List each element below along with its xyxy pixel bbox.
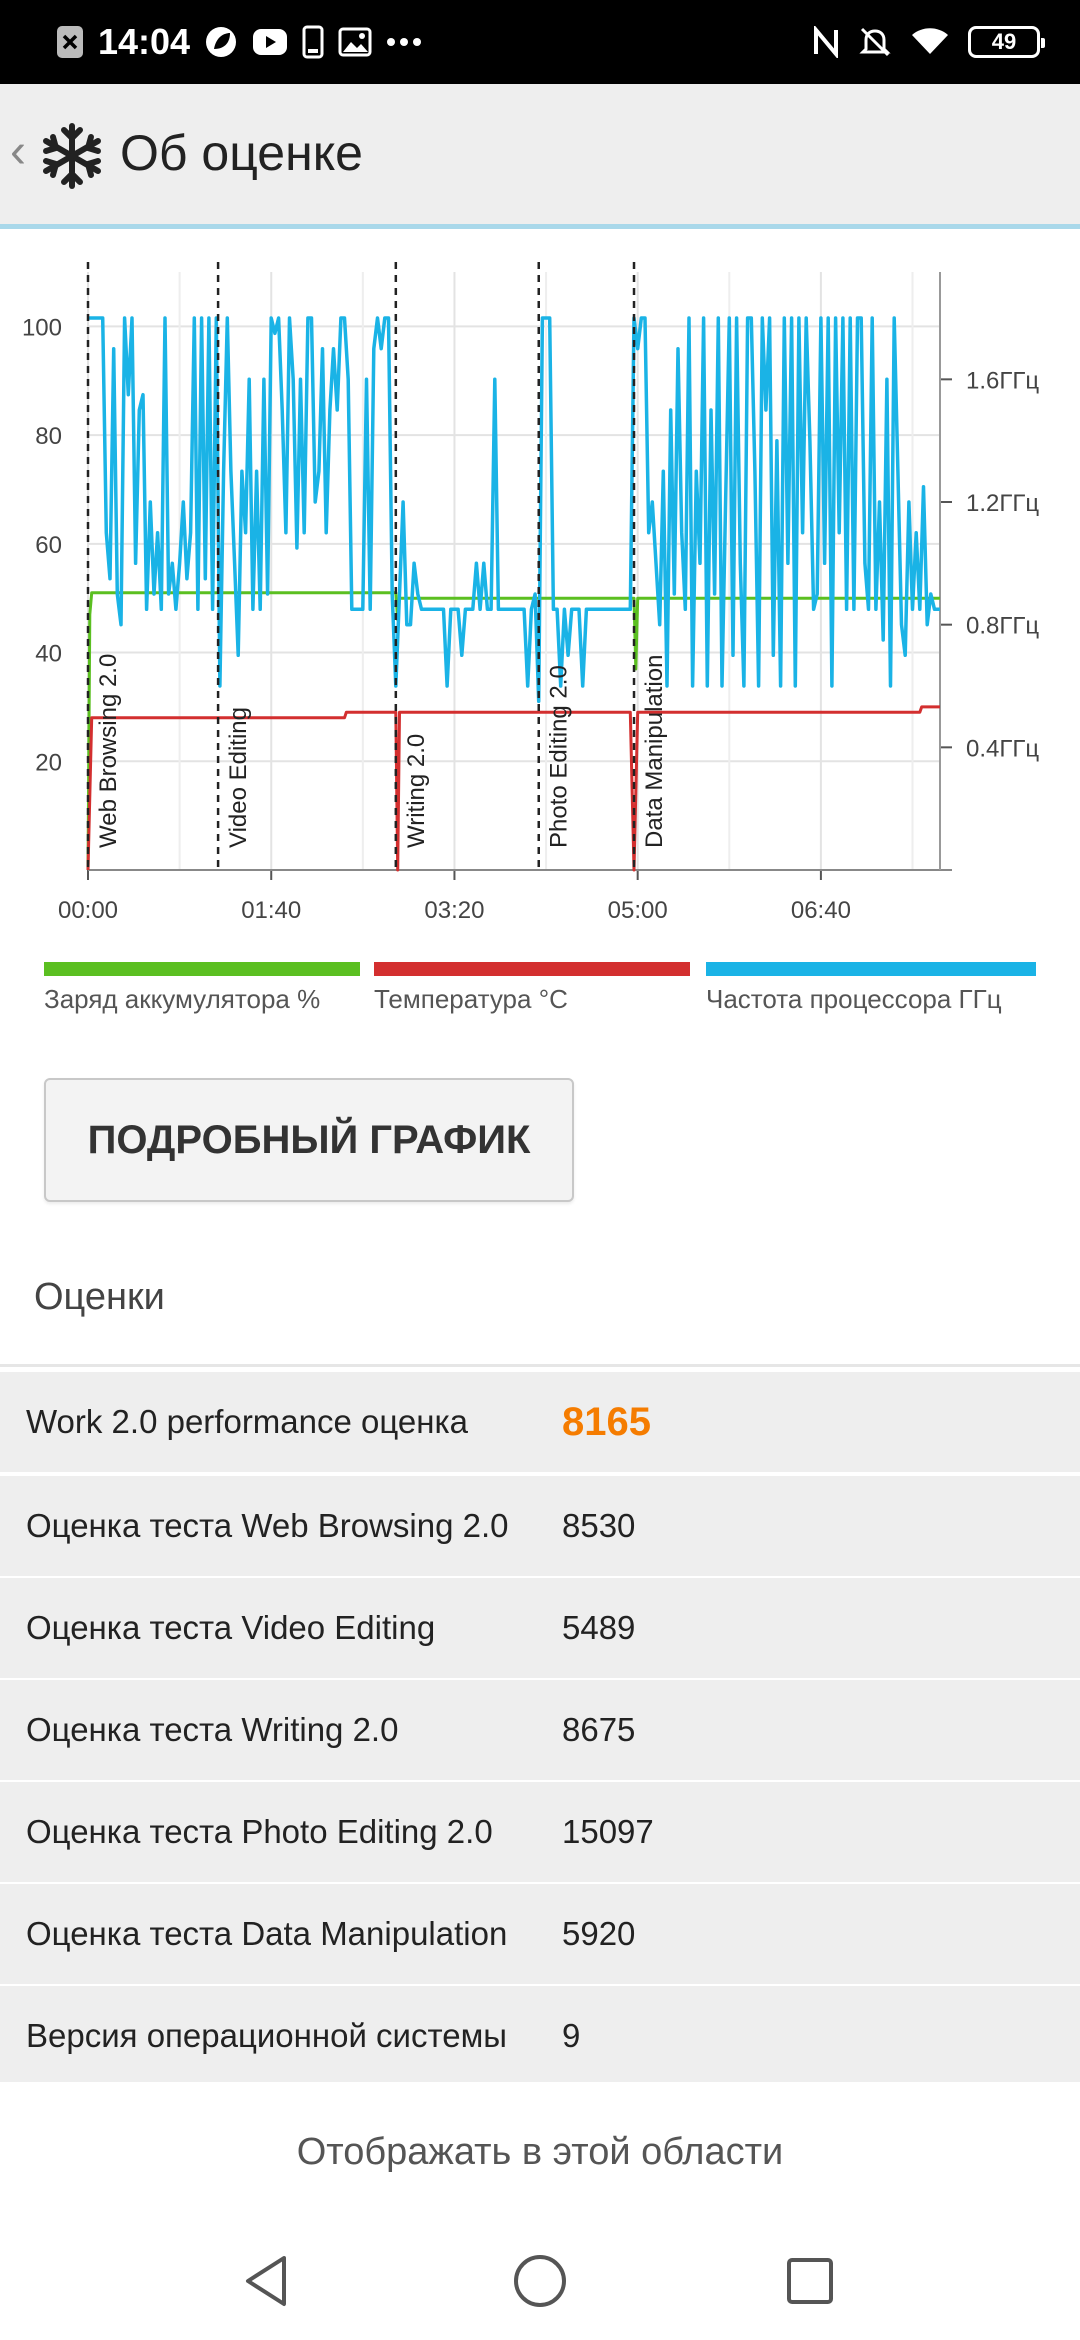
nfc-icon xyxy=(812,26,840,58)
battery-level: 49 xyxy=(991,29,1017,54)
legend-temperature-label: Температура °C xyxy=(374,984,568,1014)
score-row-video-editing: Оценка теста Video Editing 5489 xyxy=(0,1578,1080,1678)
legend-battery: Заряд аккумулятора % xyxy=(44,962,360,1032)
score-label: Версия операционной системы xyxy=(26,2017,507,2054)
y-left-tick-label: 100 xyxy=(22,314,62,341)
segment-label: Photo Editing 2.0 xyxy=(546,665,573,848)
youtube-icon xyxy=(252,27,288,57)
legend-cpu-frequency: Частота процессора ГГц xyxy=(706,962,1036,1032)
legend-battery-swatch xyxy=(44,962,360,976)
benchmark-chart: 20 40 60 80 100 0.4ГГц 0.8ГГц 1.2ГГц 1.6ГГц 00:00… xyxy=(0,232,1080,1052)
status-bar: 14:04 49 xyxy=(0,0,1080,84)
notification-x-icon xyxy=(56,25,84,59)
y-right-tick-label: 1.2ГГц xyxy=(966,490,1039,517)
segment-label: Video Editing xyxy=(225,707,252,848)
series-line xyxy=(88,316,940,704)
legend-temperature-swatch xyxy=(374,962,690,976)
score-label: Work 2.0 performance оценка xyxy=(26,1403,469,1440)
segment-label: Writing 2.0 xyxy=(403,734,430,848)
x-tick-label: 05:00 xyxy=(608,897,668,924)
score-value: 15097 xyxy=(562,1813,654,1850)
wifi-icon xyxy=(910,26,950,58)
battery-indicator: 49 xyxy=(968,26,1045,58)
y-left-tick-label: 60 xyxy=(35,532,62,559)
bell-muted-icon xyxy=(858,25,892,59)
score-value: 9 xyxy=(562,2017,581,2054)
score-row-photo-editing: Оценка теста Photo Editing 2.0 15097 xyxy=(0,1782,1080,1882)
y-left-tick-label: 80 xyxy=(35,423,62,450)
scores-section-title: Оценки xyxy=(34,1276,165,1318)
score-label: Оценка теста Video Editing xyxy=(26,1609,436,1646)
status-bar-left: 14:04 xyxy=(56,14,422,70)
phone-icon xyxy=(302,25,324,59)
score-label: Оценка теста Photo Editing 2.0 xyxy=(26,1813,493,1850)
series-line xyxy=(86,705,940,872)
display-in-area-prompt[interactable]: Отображать в этой области xyxy=(0,2082,1080,2222)
score-label: Оценка теста Writing 2.0 xyxy=(26,1711,399,1748)
segment-label: Web Browsing 2.0 xyxy=(95,654,122,848)
more-dots-icon xyxy=(386,37,422,47)
y-left-tick-label: 40 xyxy=(35,641,62,668)
nav-recents-icon[interactable] xyxy=(775,2246,845,2316)
score-row-os-version: Версия операционной системы 9 xyxy=(0,1986,1080,2086)
clock: 14:04 xyxy=(98,21,191,62)
app-leaf-icon xyxy=(204,25,238,59)
score-label: Оценка теста Web Browsing 2.0 xyxy=(26,1507,509,1544)
page-title: Об оценке xyxy=(120,125,363,181)
score-value: 5920 xyxy=(562,1915,636,1952)
legend-cpu-label: Частота процессора ГГц xyxy=(706,984,1002,1014)
image-icon xyxy=(338,27,372,57)
score-value: 8675 xyxy=(562,1711,636,1748)
back-chevron-icon[interactable]: ‹ xyxy=(10,125,26,178)
y-right-tick-label: 0.8ГГц xyxy=(966,613,1039,640)
chart-svg: 20 40 60 80 100 0.4ГГц 0.8ГГц 1.2ГГц 1.6ГГц 00:00… xyxy=(22,262,1039,924)
status-bar-right: 49 xyxy=(812,14,1045,70)
y-right-tick-label: 1.6ГГц xyxy=(966,367,1039,394)
legend-temperature: Температура °C xyxy=(374,962,690,1032)
y-right-tick-label: 0.4ГГц xyxy=(966,735,1039,762)
nav-back-icon[interactable] xyxy=(232,2246,302,2316)
segment-label: Data Manipulation xyxy=(641,655,668,848)
score-value: 5489 xyxy=(562,1609,636,1646)
score-value-main: 8165 xyxy=(562,1400,651,1444)
app-bar: ‹ Об оценке xyxy=(0,84,1080,228)
legend-battery-label: Заряд аккумулятора % xyxy=(44,984,321,1014)
x-tick-label: 06:40 xyxy=(791,897,851,924)
y-left-tick-label: 20 xyxy=(35,749,62,776)
score-row-writing: Оценка теста Writing 2.0 8675 xyxy=(0,1680,1080,1780)
snowflake-icon xyxy=(36,120,108,192)
x-tick-label: 03:20 xyxy=(424,897,484,924)
navigation-bar xyxy=(0,2222,1080,2340)
score-label: Оценка теста Data Manipulation xyxy=(26,1915,508,1952)
nav-home-icon[interactable] xyxy=(505,2246,575,2316)
detailed-chart-button[interactable]: ПОДРОБНЫЙ ГРАФИК xyxy=(44,1078,574,1202)
score-row-work: Work 2.0 performance оценка 8165 xyxy=(0,1372,1080,1472)
x-tick-label: 01:40 xyxy=(241,897,301,924)
score-row-data-manipulation: Оценка теста Data Manipulation 5920 xyxy=(0,1884,1080,1984)
score-row-web-browsing: Оценка теста Web Browsing 2.0 8530 xyxy=(0,1476,1080,1576)
section-divider xyxy=(0,1364,1080,1367)
legend-cpu-swatch xyxy=(706,962,1036,976)
app-bar-divider xyxy=(0,224,1080,229)
x-tick-label: 00:00 xyxy=(58,897,118,924)
score-value: 8530 xyxy=(562,1507,636,1544)
